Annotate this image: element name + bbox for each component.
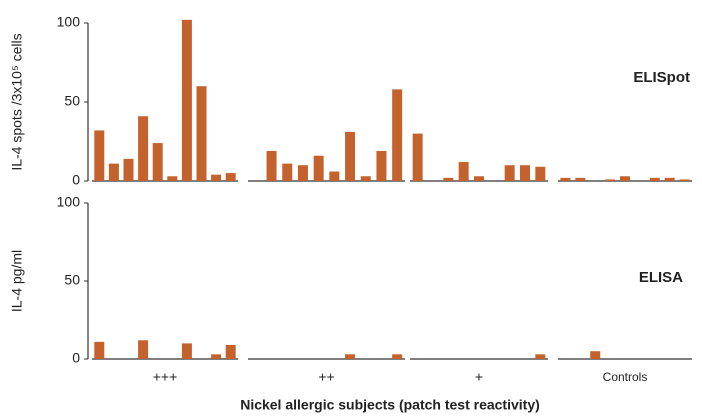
bar: [474, 176, 484, 181]
y-tick-label: 50: [64, 272, 80, 288]
panel-label: ELISpot: [633, 69, 690, 86]
bar: [590, 351, 601, 359]
bar: [649, 177, 660, 181]
y-tick-label: 0: [72, 172, 80, 188]
y-tick-label: 50: [64, 93, 80, 109]
bar: [412, 133, 423, 181]
x-axis-label: Nickel allergic subjects (patch test rea…: [240, 397, 540, 413]
bar: [138, 116, 149, 181]
bar: [679, 179, 690, 181]
y-tick-label: 100: [57, 14, 81, 30]
bar: [504, 165, 515, 181]
panel-label: ELISA: [639, 269, 683, 286]
y-tick-label: 100: [57, 194, 81, 210]
bar: [152, 143, 163, 181]
bar: [329, 171, 340, 181]
bar: [575, 177, 586, 181]
bar: [535, 354, 546, 359]
bar: [181, 343, 192, 359]
bar: [392, 89, 403, 181]
bar: [345, 354, 356, 359]
bar: [376, 150, 387, 181]
bar: [123, 158, 134, 181]
bar: [167, 176, 178, 181]
bar: [282, 163, 293, 181]
bar: [94, 130, 105, 181]
bar: [535, 166, 546, 181]
bar: [620, 176, 630, 181]
bar: [211, 174, 222, 181]
x-group-label: ++: [318, 369, 334, 385]
bar: [560, 177, 571, 181]
bar: [520, 165, 530, 181]
bar: [181, 19, 192, 182]
bar: [458, 162, 469, 181]
bar: [297, 165, 308, 181]
x-group-label: +++: [153, 369, 178, 385]
bar: [94, 341, 105, 359]
bar: [345, 132, 356, 181]
bar: [360, 176, 371, 181]
bar: [605, 179, 616, 181]
x-group-label: Controls: [603, 370, 648, 384]
bar: [266, 150, 277, 181]
x-group-label: +: [475, 369, 483, 385]
y-axis-label: IL-4 pg/ml: [9, 250, 25, 312]
bar: [392, 354, 403, 359]
bar: [664, 177, 675, 181]
bar: [443, 177, 454, 181]
bar: [138, 340, 149, 359]
bar: [313, 155, 324, 181]
bar: [196, 86, 207, 181]
bar: [225, 344, 236, 359]
bar: [225, 173, 236, 181]
bar: [108, 163, 119, 181]
bar: [211, 354, 222, 359]
y-axis-label: IL-4 spots /3x10⁵ cells: [9, 33, 25, 170]
y-tick-label: 0: [72, 350, 80, 366]
